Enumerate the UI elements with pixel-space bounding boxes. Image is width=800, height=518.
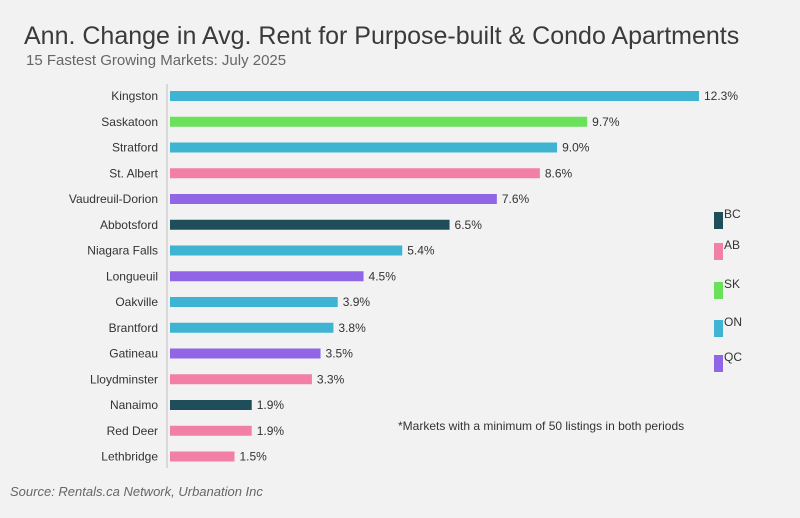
bar (170, 168, 540, 179)
chart-subtitle: 15 Fastest Growing Markets: July 2025 (26, 52, 287, 69)
category-label: Lethbridge (101, 450, 158, 464)
category-label: Lloydminster (90, 372, 158, 386)
category-label: Gatineau (109, 347, 158, 361)
value-label: 7.6% (502, 192, 530, 206)
bar (170, 400, 252, 410)
value-label: 4.5% (369, 269, 397, 283)
category-label: Niagara Falls (87, 244, 158, 258)
category-label: Saskatoon (101, 115, 158, 129)
bar (170, 348, 321, 359)
bar (170, 245, 403, 256)
legend-swatch (714, 320, 723, 337)
category-label: Longueuil (106, 269, 158, 283)
value-label: 3.9% (343, 295, 371, 309)
bar (170, 425, 252, 436)
value-label: 3.5% (326, 347, 354, 361)
bar (170, 219, 450, 230)
value-label: 1.9% (257, 424, 285, 438)
legend-label: SK (724, 277, 741, 291)
legend-label: ON (724, 315, 742, 329)
category-label: Oakville (115, 295, 158, 309)
category-label: Vaudreuil-Dorion (69, 192, 158, 206)
legend-label: QC (724, 350, 742, 364)
bar (170, 142, 558, 153)
legend-label: AB (724, 238, 741, 252)
category-label: Brantford (109, 321, 158, 335)
legend-swatch (714, 355, 723, 372)
value-label: 1.9% (257, 398, 285, 412)
value-label: 9.7% (592, 115, 620, 129)
legend-label: BC (724, 207, 741, 221)
value-label: 9.0% (562, 141, 590, 155)
legend-swatch (714, 212, 723, 229)
category-label: Nanaimo (110, 398, 158, 412)
category-label: Red Deer (107, 424, 158, 438)
category-label: Kingston (111, 89, 158, 103)
legend-swatch (714, 282, 723, 299)
category-label: St. Albert (109, 166, 158, 180)
value-label: 12.3% (704, 89, 738, 103)
footnote: *Markets with a minimum of 50 listings i… (398, 419, 685, 433)
category-label: Stratford (112, 141, 158, 155)
value-label: 3.8% (338, 321, 366, 335)
bar (170, 322, 334, 333)
bar (170, 297, 338, 307)
value-label: 3.3% (317, 372, 345, 386)
value-label: 6.5% (455, 218, 483, 232)
bar (170, 271, 364, 282)
bar (170, 194, 497, 204)
value-label: 5.4% (407, 244, 435, 258)
bar (170, 451, 235, 462)
category-label: Abbotsford (100, 218, 158, 232)
bar (170, 91, 699, 101)
bar (170, 116, 588, 127)
bar (170, 374, 312, 385)
value-label: 1.5% (240, 450, 268, 464)
value-label: 8.6% (545, 166, 573, 180)
legend-swatch (714, 243, 723, 260)
chart-title: Ann. Change in Avg. Rent for Purpose-bui… (24, 22, 740, 50)
source-note: Source: Rentals.ca Network, Urbanation I… (10, 484, 263, 499)
